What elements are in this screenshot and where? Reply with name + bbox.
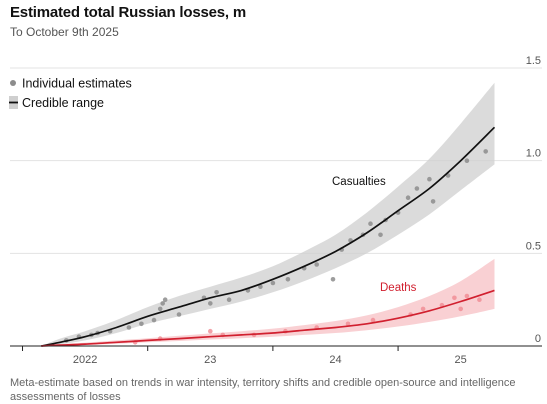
casualties-estimate-dot (270, 280, 276, 286)
casualties-estimate-dot (430, 199, 436, 204)
deaths-estimate-dot (208, 328, 213, 334)
casualties-estimate-dot (483, 149, 489, 154)
casualties-estimate-dot (258, 284, 263, 290)
deaths-estimate-dot (464, 293, 470, 299)
casualties-estimate-dot (157, 306, 163, 312)
band-layer (41, 82, 495, 347)
x-tick-label: 2022 (73, 354, 97, 366)
chart-title: Estimated total Russian losses, m (10, 4, 246, 21)
casualties-estimate-dot (214, 290, 219, 295)
casualties-estimate-dot (427, 176, 432, 182)
deaths-estimate-dot (370, 317, 376, 323)
casualties-estimate-dot (126, 325, 132, 330)
deaths-estimate-dot (458, 306, 464, 312)
casualties-estimate-dot (414, 186, 420, 191)
casualties-estimate-dot (330, 277, 336, 282)
deaths-estimate-dot (452, 295, 457, 301)
casualties-credible-band (41, 82, 495, 347)
y-tick-label: 1.0 (526, 148, 541, 160)
annotation-layer: Casualties Deaths (332, 176, 417, 294)
deaths-annotation: Deaths (380, 282, 417, 294)
legend: Individual estimates Credible range (9, 77, 132, 110)
casualties-estimate-dot (464, 158, 470, 163)
x-tick-label: 24 (329, 354, 341, 366)
y-tick-label: 0.5 (526, 240, 541, 252)
casualties-line (41, 126, 496, 347)
y-tick-label: 1.5 (526, 55, 541, 67)
deaths-estimate-dot (420, 306, 426, 312)
x-tick-label: 23 (204, 354, 216, 366)
casualties-estimate-dot (368, 221, 373, 226)
legend-label-estimates: Individual estimates (22, 77, 132, 91)
casualties-estimate-dot (226, 297, 232, 303)
casualties-estimate-dot (314, 262, 320, 267)
casualties-estimate-dot (139, 321, 144, 327)
chart-canvas: 0 0.5 1.0 1.5 2022 23 24 25 Individual estimate… (9, 55, 542, 366)
legend-dot-icon (10, 80, 16, 86)
casualties-estimate-dot (208, 301, 213, 306)
deaths-estimate-dot (477, 297, 482, 303)
casualties-estimate-dot (176, 312, 182, 317)
casualties-estimate-dot (162, 297, 168, 303)
chart-footnote: Meta-estimate based on trends in war int… (10, 377, 516, 403)
series-line-layer (41, 126, 496, 347)
casualties-estimate-dot (151, 317, 157, 323)
axis-layer: 0 0.5 1.0 1.5 2022 23 24 25 (10, 55, 542, 366)
legend-label-range: Credible range (22, 96, 104, 110)
y-tick-label: 0 (535, 333, 541, 345)
deaths-line (41, 289, 495, 347)
casualties-estimate-dot (160, 301, 165, 306)
casualties-annotation: Casualties (332, 176, 386, 188)
deaths-credible-band (41, 258, 495, 346)
casualties-estimate-dot (405, 195, 411, 200)
chart-subtitle: To October 9th 2025 (10, 25, 119, 39)
casualties-estimate-dot (285, 277, 291, 282)
casualties-estimate-dot (378, 232, 383, 238)
x-tick-label: 25 (455, 354, 467, 366)
deaths-estimate-dot (345, 321, 351, 327)
